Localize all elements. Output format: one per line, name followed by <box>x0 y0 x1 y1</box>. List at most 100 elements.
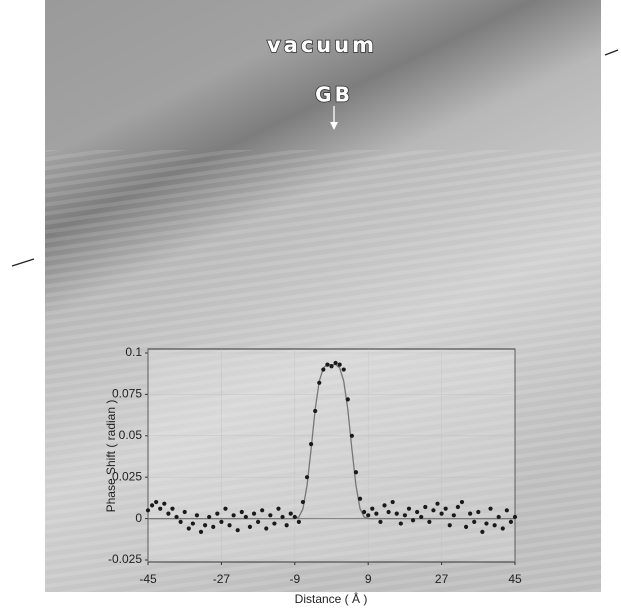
data-point <box>402 513 407 518</box>
data-point <box>284 523 289 528</box>
data-point <box>435 501 440 506</box>
data-point <box>190 521 195 526</box>
data-point <box>247 524 253 529</box>
data-point <box>333 360 338 366</box>
data-point <box>349 433 354 438</box>
data-point <box>260 508 265 513</box>
data-point <box>235 528 240 533</box>
data-point <box>431 508 436 513</box>
data-point <box>492 523 497 528</box>
data-point <box>211 524 216 529</box>
data-point <box>186 526 191 531</box>
data-point <box>406 506 412 511</box>
data-point <box>166 511 171 516</box>
data-point <box>158 506 163 511</box>
data-point <box>345 397 350 402</box>
data-point <box>154 499 159 505</box>
data-point <box>276 506 281 511</box>
data-point <box>463 524 469 529</box>
data-point <box>353 470 359 475</box>
y-tick-label: 0.1 <box>125 345 142 359</box>
data-point <box>280 514 285 520</box>
x-axis-title: Distance ( Å ) <box>295 591 368 606</box>
data-point <box>321 367 326 372</box>
data-point <box>362 509 367 515</box>
data-point <box>296 519 301 525</box>
data-point <box>317 380 322 385</box>
data-point <box>415 509 420 515</box>
data-point <box>304 475 310 480</box>
data-point <box>386 509 391 515</box>
data-point <box>447 523 452 528</box>
x-tick-label: 45 <box>508 572 522 586</box>
data-point <box>374 511 379 516</box>
data-point <box>410 518 416 523</box>
data-point <box>256 519 261 525</box>
data-point <box>215 511 220 516</box>
y-tick-label: -0.025 <box>108 552 142 566</box>
data-point <box>309 441 314 447</box>
data-point <box>243 514 248 520</box>
data-point <box>370 506 375 511</box>
data-point <box>288 511 293 516</box>
data-point <box>198 529 204 534</box>
data-point <box>472 519 477 525</box>
data-point <box>292 514 297 520</box>
data-point <box>313 408 318 414</box>
boundary-arrow <box>11 258 35 267</box>
data-point <box>231 513 236 518</box>
x-tick-label: 9 <box>365 572 372 586</box>
y-axis-title: Phase Shift ( radian ) <box>104 400 118 513</box>
data-point <box>468 511 473 516</box>
data-point <box>500 526 505 531</box>
data-point <box>239 509 244 515</box>
data-point <box>382 503 387 508</box>
data-point <box>194 513 200 518</box>
data-point <box>378 519 383 525</box>
data-point <box>512 514 518 520</box>
vacuum-label: vacuum <box>267 33 377 57</box>
data-point <box>174 514 179 520</box>
data-point <box>272 521 277 526</box>
x-tick-label: -45 <box>139 572 157 586</box>
data-point <box>251 511 257 516</box>
data-point <box>264 526 269 531</box>
data-point <box>366 513 371 518</box>
data-point <box>443 506 448 511</box>
data-point <box>394 511 399 516</box>
data-point <box>170 506 175 511</box>
y-tick-label: 0.05 <box>119 428 143 442</box>
data-point <box>496 514 501 520</box>
data-point <box>427 519 432 525</box>
y-tick-label: 0.025 <box>112 469 142 483</box>
data-point <box>207 514 212 520</box>
data-point <box>145 508 151 513</box>
data-point <box>227 523 232 528</box>
y-tick-label: 0.075 <box>112 387 142 401</box>
data-point <box>357 496 363 501</box>
data-point <box>451 513 456 518</box>
gb-arrowhead <box>330 122 338 130</box>
data-point <box>455 504 461 510</box>
gb-label: GB <box>315 83 353 107</box>
data-point <box>219 519 224 525</box>
plot-area <box>147 348 516 563</box>
data-point <box>300 499 306 505</box>
x-tick-label: 27 <box>435 572 449 586</box>
data-point <box>398 521 403 526</box>
data-point <box>341 367 346 372</box>
data-point <box>419 514 424 520</box>
data-point <box>459 499 465 505</box>
data-point <box>162 501 167 506</box>
data-point <box>182 509 187 515</box>
x-tick-label: -27 <box>213 572 231 586</box>
data-point <box>480 529 485 534</box>
data-point <box>504 508 509 513</box>
data-point <box>268 513 273 518</box>
data-point <box>202 523 208 528</box>
data-point <box>484 521 489 526</box>
data-point <box>488 506 493 511</box>
data-point <box>329 364 334 369</box>
